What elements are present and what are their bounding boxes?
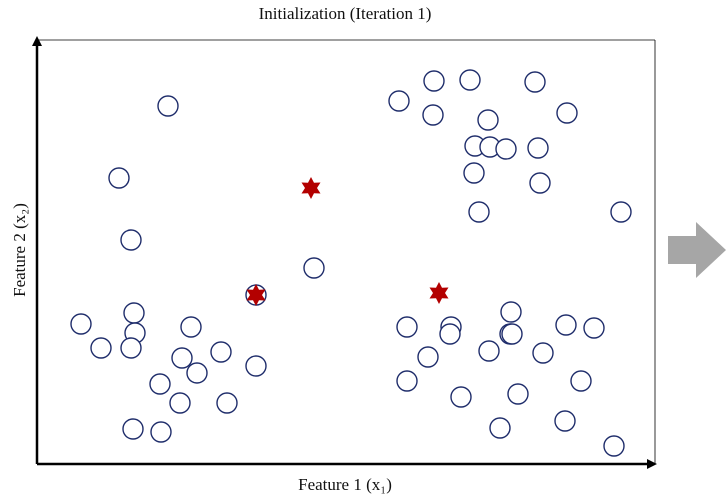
data-point <box>450 386 472 408</box>
data-point <box>70 313 92 335</box>
data-point <box>210 341 232 363</box>
data-point <box>501 323 523 345</box>
y-axis-arrowhead <box>32 36 42 46</box>
data-point <box>554 410 576 432</box>
data-point <box>120 337 142 359</box>
data-point <box>489 417 511 439</box>
data-point <box>123 302 145 324</box>
right-arrow-icon <box>668 222 726 278</box>
y-axis-label: Feature 2 (x₂) <box>10 203 29 297</box>
data-point <box>149 373 171 395</box>
data-point <box>120 229 142 251</box>
data-point <box>500 301 522 323</box>
data-point <box>610 201 632 223</box>
data-point <box>186 362 208 384</box>
data-point <box>90 337 112 359</box>
data-point <box>396 370 418 392</box>
data-point <box>477 109 499 131</box>
data-point <box>388 90 410 112</box>
data-point <box>583 317 605 339</box>
data-point <box>422 104 444 126</box>
data-point <box>495 138 517 160</box>
data-point <box>245 355 267 377</box>
data-point <box>303 257 325 279</box>
chart-title: Initialization (Iteration 1) <box>258 4 432 23</box>
data-point <box>157 95 179 117</box>
centroid-star <box>246 284 266 306</box>
data-point <box>478 340 500 362</box>
data-point <box>529 172 551 194</box>
data-point <box>180 316 202 338</box>
data-point <box>459 69 481 91</box>
data-point <box>169 392 191 414</box>
x-axis-label: Feature 1 (x₁) <box>298 475 392 494</box>
data-point <box>150 421 172 443</box>
data-point <box>396 316 418 338</box>
data-point <box>527 137 549 159</box>
axes <box>32 36 657 469</box>
data-point <box>507 383 529 405</box>
x-axis-arrowhead <box>647 459 657 469</box>
data-point <box>108 167 130 189</box>
data-point <box>122 418 144 440</box>
data-point <box>468 201 490 223</box>
data-point <box>439 323 461 345</box>
centroid-star <box>301 177 321 199</box>
data-point <box>216 392 238 414</box>
data-point <box>171 347 193 369</box>
data-point <box>423 70 445 92</box>
data-point <box>463 162 485 184</box>
data-point <box>417 346 439 368</box>
data-point <box>524 71 546 93</box>
centroid-star <box>429 282 449 304</box>
data-point <box>570 370 592 392</box>
points-layer <box>70 69 632 457</box>
data-point <box>603 435 625 457</box>
data-point <box>556 102 578 124</box>
data-point <box>532 342 554 364</box>
data-point <box>555 314 577 336</box>
